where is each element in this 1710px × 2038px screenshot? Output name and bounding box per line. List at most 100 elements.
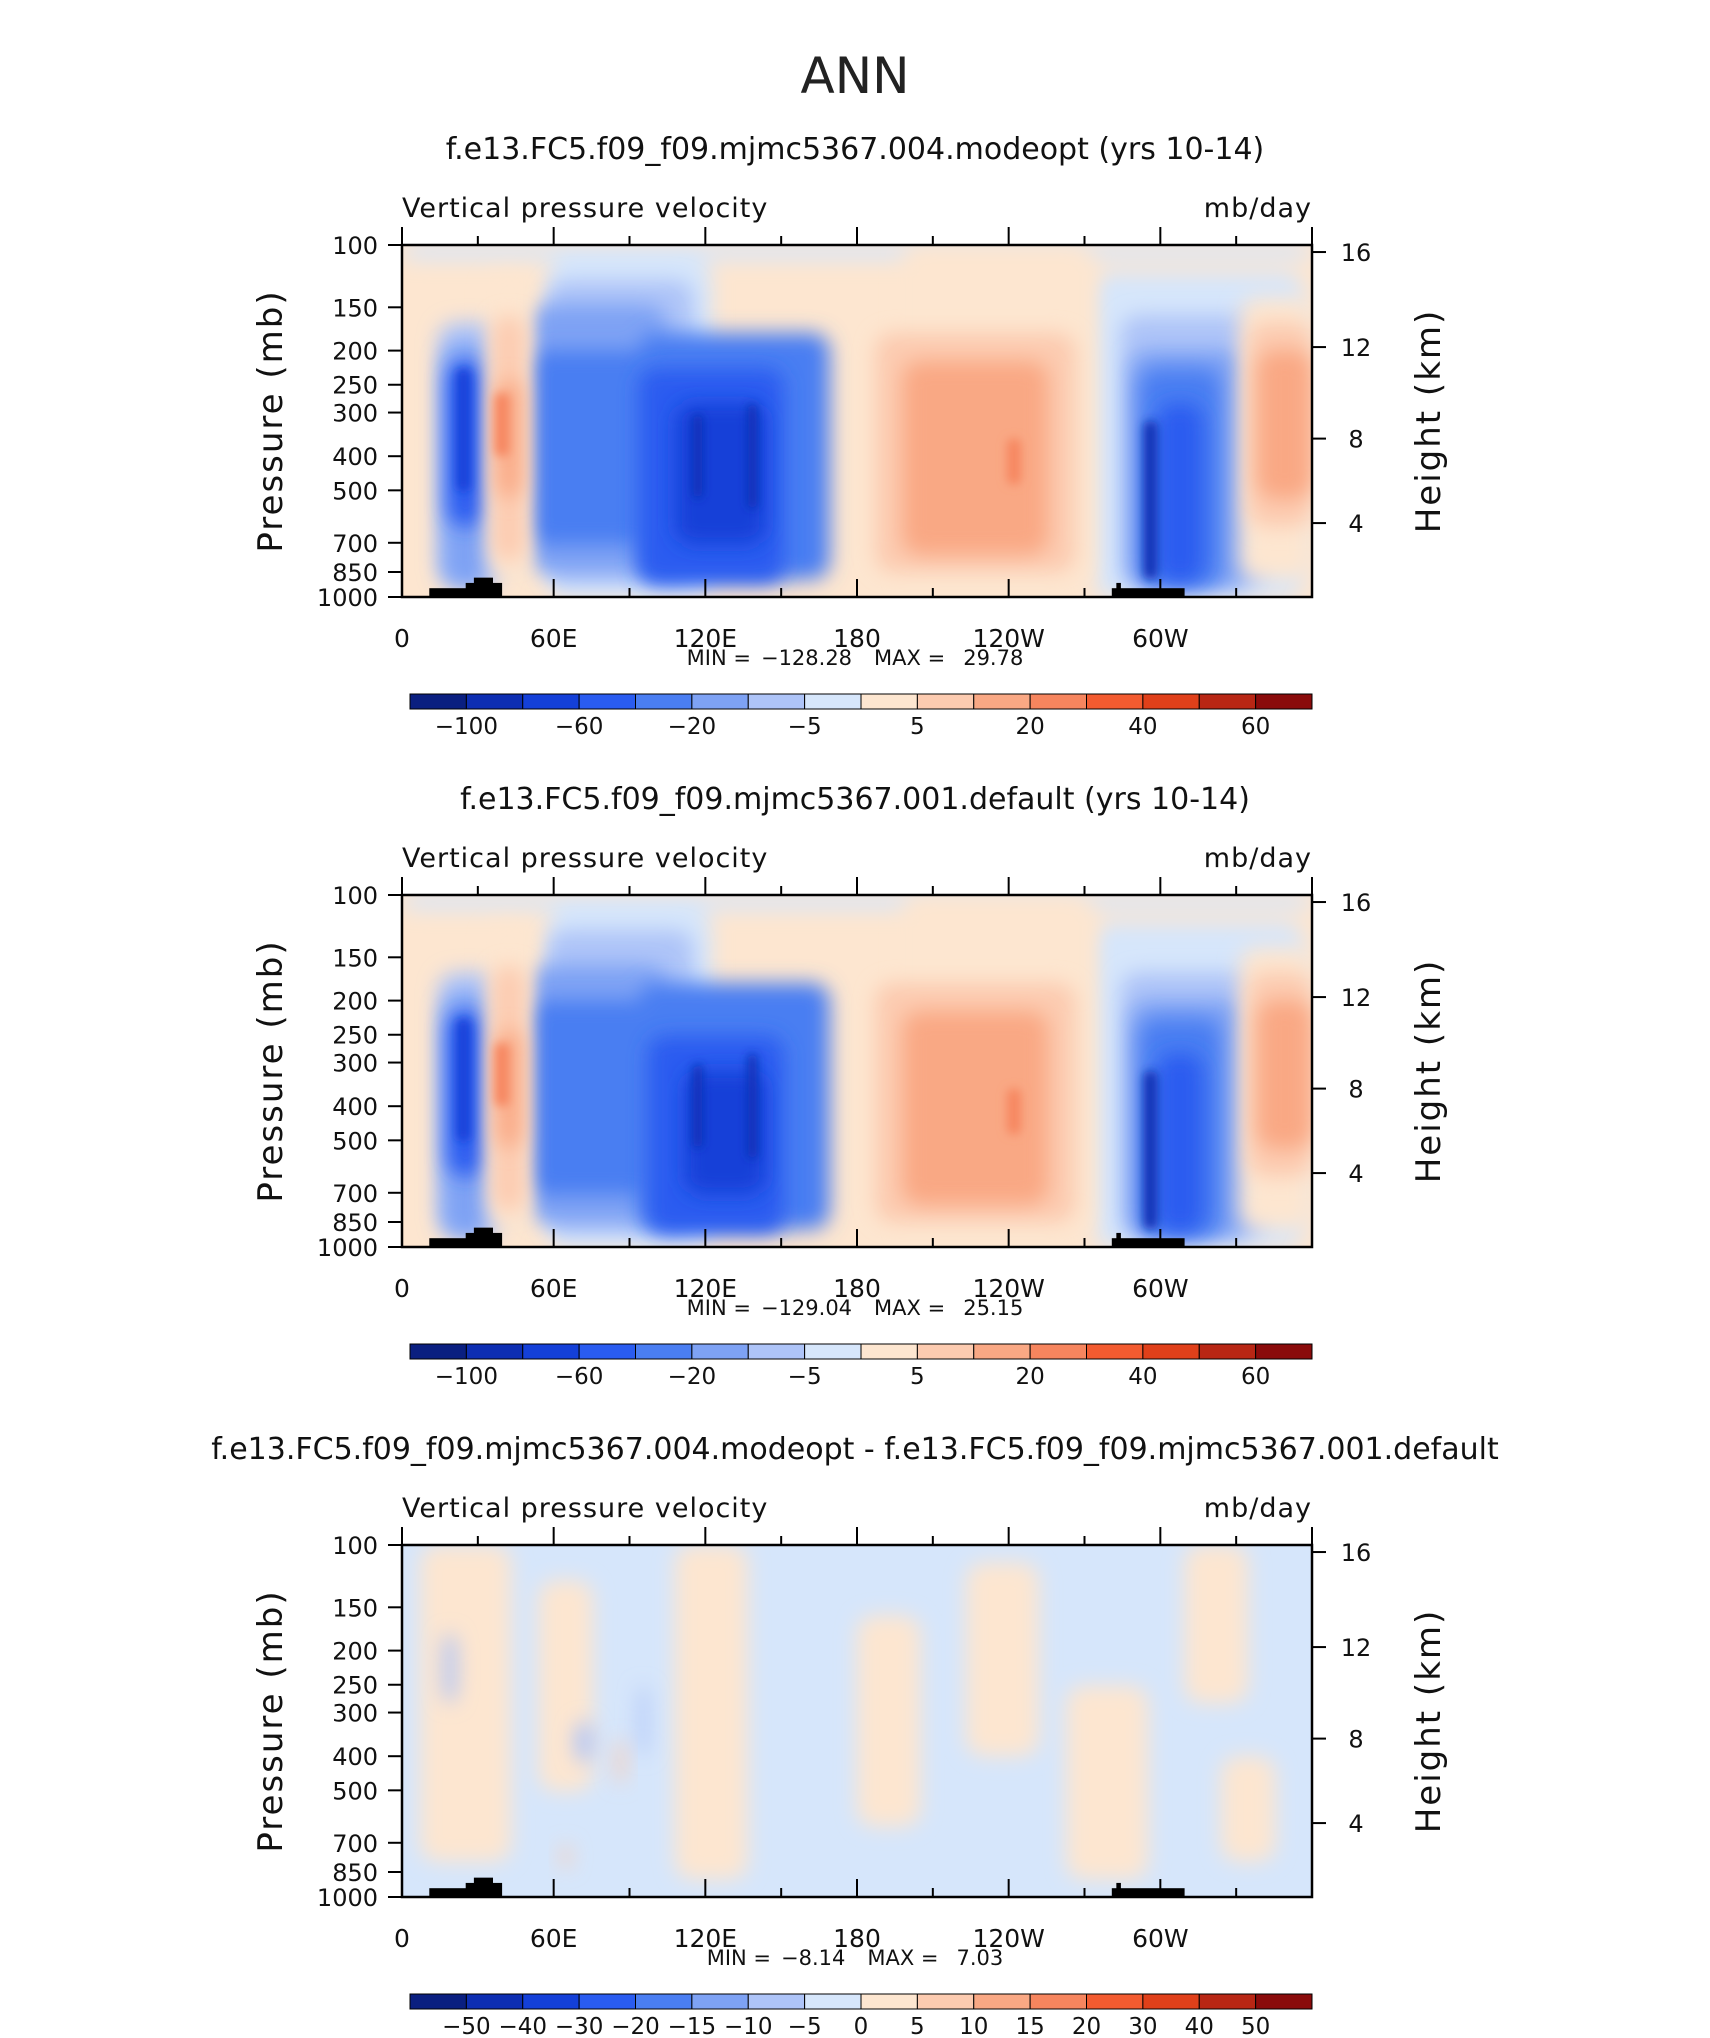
x-tick-label: 180 (833, 1274, 881, 1303)
units-label: mb/day (1204, 843, 1312, 874)
contour-extreme (494, 1042, 510, 1107)
min-label: MIN = (687, 646, 751, 670)
y-right-tick-label: 16 (1341, 239, 1372, 267)
contour-patch (615, 1738, 625, 1785)
y-tick-label: 150 (332, 944, 378, 972)
colorbar-swatch (465, 693, 524, 710)
y-tick-label: 500 (332, 1777, 378, 1805)
colorbar-label: 20 (1015, 1364, 1044, 1390)
y-tick-label: 700 (332, 1180, 378, 1208)
units-label: mb/day (1204, 1493, 1312, 1524)
colorbar-swatch (522, 1993, 580, 2010)
y-axis-label: Pressure (mb) (251, 1589, 291, 1852)
y-tick-label: 1000 (317, 1884, 378, 1912)
colorbar-swatch (1198, 1993, 1257, 2010)
colorbar-swatch (1086, 1993, 1144, 2010)
y-right-tick-label: 16 (1341, 1539, 1372, 1567)
contour-extreme (494, 392, 510, 457)
contour-level-6 (684, 1071, 766, 1195)
colorbar-label: −20 (668, 1364, 717, 1390)
y-tick-label: 400 (332, 1093, 378, 1121)
min-label: MIN = (707, 1946, 771, 1970)
topography-block (1116, 582, 1121, 597)
colorbar-swatch (1086, 693, 1144, 710)
y-right-tick-label: 12 (1341, 984, 1372, 1012)
max-label: MAX = (867, 1946, 938, 1970)
y-tick-label: 100 (332, 232, 378, 260)
y-right-tick-label: 12 (1341, 334, 1372, 362)
stats-line: MIN = −128.28 MAX = 29.78 (687, 646, 1024, 670)
topography-block (1116, 1232, 1121, 1247)
contour-patch (857, 1615, 921, 1827)
colorbar-label: 5 (910, 1364, 925, 1390)
colorbar-swatch (409, 1993, 467, 2010)
y-axis-right-label: Height (km) (1409, 959, 1449, 1184)
contour-patch (684, 1071, 766, 1195)
colorbar-swatch (1029, 693, 1087, 710)
y-tick-label: 500 (332, 477, 378, 505)
colorbar-swatch (1086, 1343, 1144, 1360)
colorbar-label: 40 (1128, 714, 1157, 740)
colorbar-label: 5 (910, 2014, 925, 2038)
contour-patch (1066, 1685, 1149, 1880)
topography-block (473, 1227, 493, 1247)
colorbar-swatch (465, 1993, 524, 2010)
max-label: MAX = (874, 1296, 945, 1320)
colorbar-swatch (916, 1343, 975, 1360)
contour-patch (902, 1011, 1049, 1205)
chart-panel-1: f.e13.FC5.f09_f09.mjmc5367.004.modeopt (… (251, 132, 1449, 740)
x-tick-label: 60W (1132, 624, 1189, 653)
colorbar-label: 40 (1128, 1364, 1157, 1390)
stats-line: MIN = −8.14 MAX = 7.03 (707, 1946, 1004, 1970)
contour-extreme (1143, 421, 1158, 580)
x-tick-label: 60W (1132, 1924, 1189, 1953)
colorbar-swatch (1255, 1343, 1313, 1360)
colorbar-swatch (1142, 693, 1200, 710)
contour-extreme (1007, 438, 1021, 485)
topography-block (429, 588, 493, 597)
colorbar-swatch (747, 1343, 806, 1360)
contour-patch (529, 350, 648, 545)
colorbar-swatch (1198, 1343, 1257, 1360)
y-tick-label: 500 (332, 1127, 378, 1155)
topography-block (473, 1877, 493, 1897)
y-tick-label: 150 (332, 1594, 378, 1622)
y-tick-label: 100 (332, 882, 378, 910)
min-value: −8.14 (781, 1946, 845, 1970)
colorbar-swatch (860, 693, 918, 710)
colorbar-swatch (747, 1993, 806, 2010)
contour-extreme (747, 403, 757, 509)
left-label: Vertical pressure velocity (402, 193, 768, 224)
contour-patch (402, 245, 1312, 260)
colorbar-swatch (691, 1993, 749, 2010)
contour-patch (1257, 350, 1312, 499)
colorbar-swatch (1142, 1993, 1200, 2010)
colorbar-swatch (522, 1343, 580, 1360)
units-label: mb/day (1204, 193, 1312, 224)
y-right-tick-label: 12 (1341, 1634, 1372, 1662)
y-tick-label: 700 (332, 1830, 378, 1858)
colorbar-label: −100 (435, 1364, 498, 1390)
colorbar-swatch (635, 693, 693, 710)
colorbar-label: −20 (611, 2014, 660, 2038)
x-tick-label: 120E (674, 624, 738, 653)
colorbar-label: −15 (668, 2014, 717, 2038)
max-value: 7.03 (957, 1946, 1004, 1970)
y-tick-label: 250 (332, 1022, 378, 1050)
colorbar-swatch (465, 1343, 524, 1360)
y-axis-label: Pressure (mb) (251, 289, 291, 552)
topography-block (429, 1888, 493, 1897)
colorbar-label: 40 (1185, 2014, 1214, 2038)
contour-level-9 (497, 350, 1312, 555)
y-tick-label: 850 (332, 1209, 378, 1237)
y-tick-label: 200 (332, 988, 378, 1016)
contour-extreme (747, 1053, 757, 1159)
y-right-tick-label: 4 (1348, 1160, 1363, 1188)
colorbar-label: 0 (854, 2014, 869, 2038)
min-label: MIN = (687, 1296, 751, 1320)
colorbar-swatch (804, 693, 862, 710)
colorbar-swatch (1029, 1343, 1087, 1360)
colorbar-swatch (578, 1343, 636, 1360)
colorbar-swatch (635, 1343, 693, 1360)
contour-patch (1184, 1545, 1249, 1704)
